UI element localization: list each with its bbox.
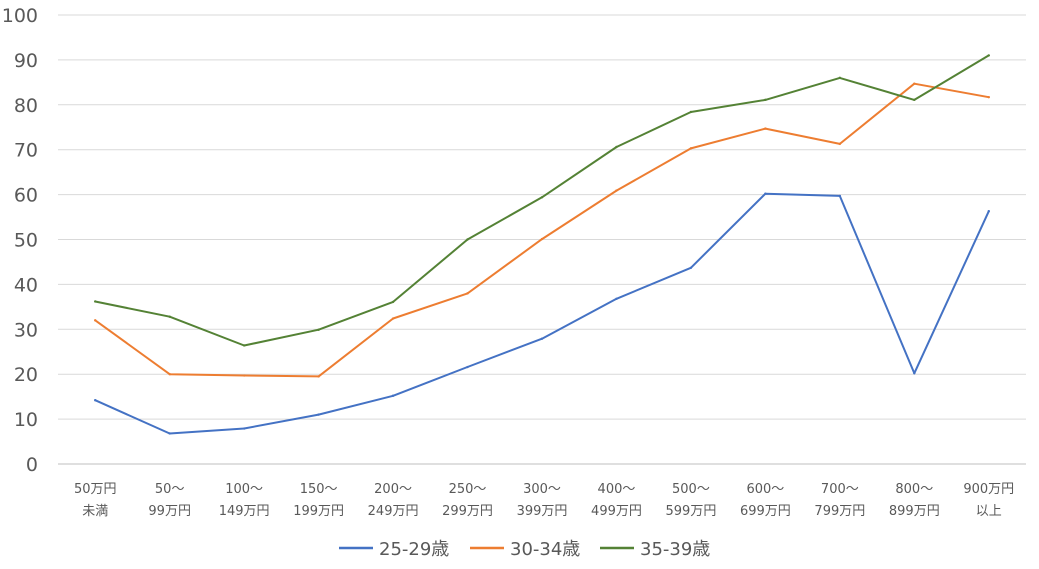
x-tick-label: 250〜 bbox=[449, 482, 487, 497]
y-tick-label: 30 bbox=[14, 319, 38, 341]
data-point bbox=[838, 142, 842, 146]
data-point bbox=[168, 373, 171, 376]
data-point bbox=[987, 210, 990, 213]
x-tick-label: 150〜 bbox=[300, 482, 338, 497]
legend-item: 25-29歳 bbox=[339, 539, 449, 560]
data-point bbox=[838, 76, 842, 80]
series-lines bbox=[94, 54, 990, 435]
data-point bbox=[391, 394, 395, 397]
y-tick-label: 80 bbox=[14, 95, 38, 117]
data-point bbox=[540, 337, 544, 340]
x-tick-label: 未満 bbox=[82, 504, 108, 519]
x-tick-label: 900万円 bbox=[963, 482, 1014, 497]
y-tick-label: 70 bbox=[14, 140, 38, 162]
data-point bbox=[391, 317, 395, 320]
y-axis: 0 10 20 30 40 50 60 70 80 90 100 bbox=[2, 5, 38, 476]
legend-item: 30-34歳 bbox=[470, 539, 580, 560]
data-point bbox=[913, 98, 916, 102]
x-tick-label: 499万円 bbox=[591, 504, 642, 519]
x-tick-label: 299万円 bbox=[442, 504, 493, 519]
data-point bbox=[317, 328, 320, 331]
x-tick-label: 899万円 bbox=[889, 504, 940, 519]
data-point bbox=[764, 127, 767, 130]
data-point bbox=[987, 54, 990, 57]
data-point bbox=[987, 95, 990, 99]
data-point bbox=[689, 147, 693, 150]
legend-label: 25-29歳 bbox=[379, 539, 449, 560]
data-point bbox=[94, 319, 97, 322]
data-point bbox=[689, 110, 693, 114]
x-tick-label: 400〜 bbox=[598, 482, 636, 497]
x-tick-label: 50〜 bbox=[155, 482, 185, 497]
legend-item: 35-39歳 bbox=[600, 539, 710, 560]
y-tick-label: 10 bbox=[14, 409, 38, 431]
data-point bbox=[317, 413, 320, 416]
data-point bbox=[466, 365, 469, 369]
y-tick-label: 50 bbox=[14, 230, 38, 252]
data-point bbox=[764, 98, 767, 102]
x-tick-label: 399万円 bbox=[517, 504, 568, 519]
x-tick-label: 799万円 bbox=[814, 504, 865, 519]
x-tick-label: 300〜 bbox=[523, 482, 561, 497]
x-tick-label: 249万円 bbox=[368, 504, 419, 519]
data-point bbox=[540, 237, 544, 241]
y-tick-label: 0 bbox=[26, 454, 38, 476]
data-point bbox=[94, 300, 97, 303]
x-tick-label: 100〜 bbox=[225, 482, 263, 497]
y-tick-label: 60 bbox=[14, 185, 38, 207]
data-point bbox=[615, 145, 618, 149]
x-tick-label: 199万円 bbox=[293, 504, 344, 519]
data-point bbox=[838, 194, 842, 198]
data-point bbox=[242, 374, 246, 377]
x-tick-label: 50万円 bbox=[74, 482, 117, 497]
data-point bbox=[913, 372, 916, 375]
series-line-1 bbox=[94, 192, 990, 435]
data-point bbox=[168, 432, 171, 435]
y-tick-label: 40 bbox=[14, 274, 38, 296]
y-tick-label: 100 bbox=[2, 5, 38, 27]
legend: 25-29歳 30-34歳 35-39歳 bbox=[339, 539, 710, 560]
data-point bbox=[615, 297, 618, 300]
data-point bbox=[689, 266, 693, 269]
legend-label: 35-39歳 bbox=[640, 539, 710, 560]
data-point bbox=[94, 399, 97, 402]
x-tick-label: 600〜 bbox=[746, 482, 784, 497]
x-tick-label: 700〜 bbox=[821, 482, 859, 497]
data-point bbox=[168, 315, 171, 318]
data-point bbox=[466, 238, 469, 241]
data-point bbox=[242, 344, 246, 347]
x-tick-label: 以上 bbox=[976, 504, 1002, 519]
data-point bbox=[466, 292, 469, 295]
data-point bbox=[317, 375, 320, 378]
y-tick-label: 90 bbox=[14, 50, 38, 72]
data-point bbox=[615, 189, 618, 192]
x-tick-label: 500〜 bbox=[672, 482, 710, 497]
x-tick-label: 200〜 bbox=[374, 482, 412, 497]
x-tick-label: 99万円 bbox=[148, 504, 191, 519]
data-point bbox=[540, 196, 544, 199]
data-point bbox=[913, 82, 916, 85]
x-tick-label: 699万円 bbox=[740, 504, 791, 519]
x-tick-label: 800〜 bbox=[895, 482, 933, 497]
y-tick-label: 20 bbox=[14, 364, 38, 386]
x-tick-label: 149万円 bbox=[219, 504, 270, 519]
series-line-3 bbox=[94, 54, 990, 347]
data-point bbox=[391, 300, 395, 304]
x-tick-label: 599万円 bbox=[666, 504, 717, 519]
data-point bbox=[764, 192, 767, 195]
legend-label: 30-34歳 bbox=[510, 539, 580, 560]
data-point bbox=[242, 427, 246, 430]
